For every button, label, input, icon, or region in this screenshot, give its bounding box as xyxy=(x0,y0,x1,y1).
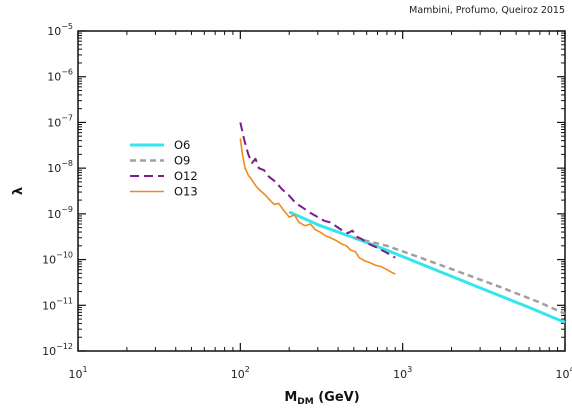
x-tick-label: 101 xyxy=(68,365,87,381)
tick-label-group: 101 102 103 104 10−5 10−6 10−7 10−8 10−9 10−10 10−… xyxy=(42,22,572,381)
x-tick-label: 103 xyxy=(393,365,412,381)
y-tick-label: 10−9 xyxy=(47,205,73,221)
series-line-o6 xyxy=(288,210,566,324)
y-tick-label: 10−6 xyxy=(47,68,73,84)
y-tick-label: 10−7 xyxy=(47,113,73,129)
y-tick-label: 10−8 xyxy=(47,159,73,175)
legend-label-o12: O12 xyxy=(174,169,198,183)
x-tick-label: 104 xyxy=(555,365,572,381)
legend-label-o6: O6 xyxy=(174,138,190,152)
y-axis-label: λ xyxy=(11,187,26,195)
credit-annotation: Mambini, Profumo, Queiroz 2015 xyxy=(409,5,565,16)
series-group xyxy=(239,122,566,324)
y-tick-label: 10−11 xyxy=(42,296,73,312)
legend-label-o9: O9 xyxy=(174,154,190,168)
y-tick-label: 10−12 xyxy=(42,342,73,358)
plot-frame xyxy=(77,30,566,352)
series-line-o9 xyxy=(353,236,566,315)
y-tick-label: 10−5 xyxy=(47,22,73,38)
series-line-o13 xyxy=(239,138,396,275)
x-tick-label: 102 xyxy=(231,365,250,381)
y-tick-label: 10−10 xyxy=(42,251,73,267)
series-line-o12 xyxy=(239,122,396,259)
tick-group xyxy=(77,30,566,352)
legend-label-o13: O13 xyxy=(174,185,198,199)
x-axis-label: MDM (GeV) xyxy=(284,390,359,407)
